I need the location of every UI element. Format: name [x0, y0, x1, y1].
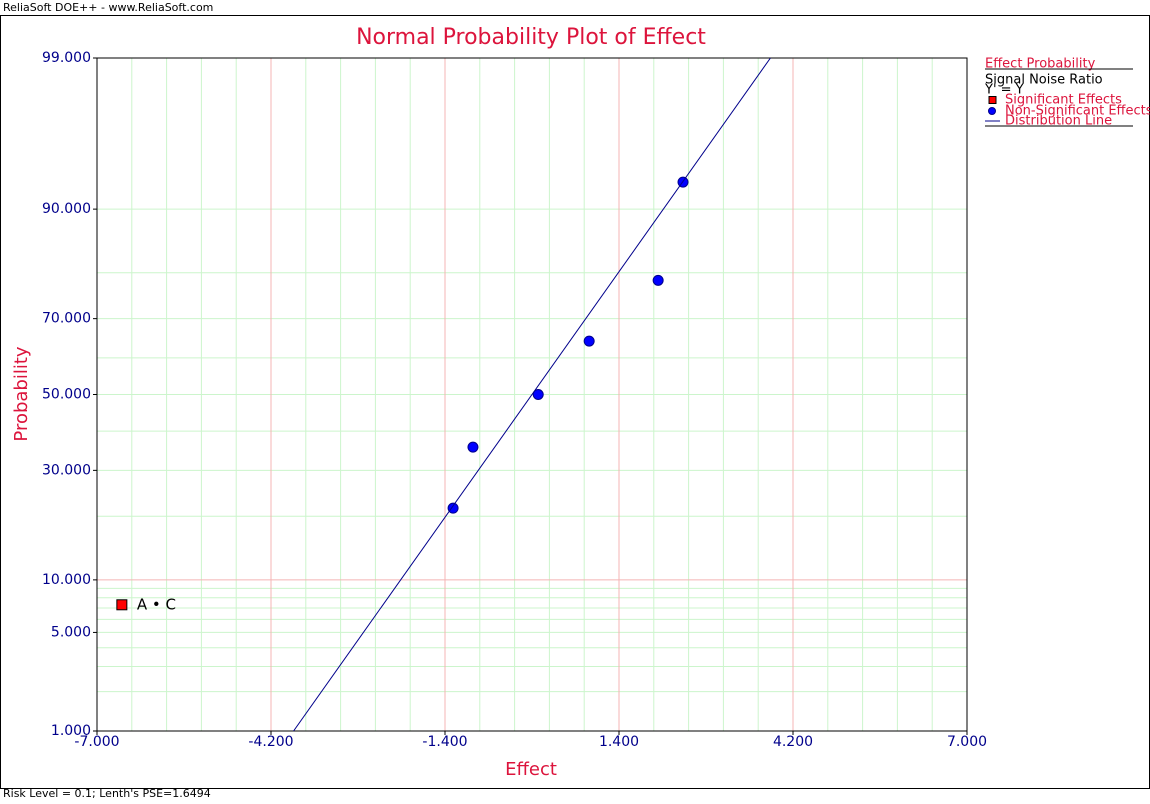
legend-swatch [988, 96, 997, 104]
y-tick-label: 30.000 [42, 462, 91, 478]
status-bar: Risk Level = 0.1; Lenth's PSE=1.6494 [3, 787, 211, 800]
y-tick-label: 1.000 [51, 723, 91, 739]
point [447, 502, 459, 514]
x-tick-label: -4.200 [248, 734, 293, 750]
app-header: ReliaSoft DOE++ - www.ReliaSoft.com [3, 1, 213, 14]
y-tick-label: 5.000 [51, 624, 91, 640]
x-tick-label: -7.000 [74, 734, 119, 750]
x-axis-label: Effect [505, 759, 557, 780]
y-tick-label: 90.000 [42, 201, 91, 217]
point [116, 599, 128, 611]
point [652, 274, 664, 286]
distribution-line [293, 58, 771, 731]
legend-subtitle: Signal Noise Ratio [985, 73, 1103, 88]
x-tick-label: 7.000 [947, 734, 987, 750]
y-tick-label: 10.000 [42, 572, 91, 588]
y-tick-label: 70.000 [42, 311, 91, 327]
y-tick-label: 99.000 [42, 50, 91, 66]
legend-note: Y' = Y [984, 83, 1024, 98]
point [583, 335, 595, 347]
legend-swatch [988, 107, 996, 115]
point-label: A • C [137, 595, 176, 613]
point [532, 389, 544, 400]
x-tick-label: -1.400 [422, 734, 467, 750]
legend-title: Effect Probability [985, 57, 1096, 72]
legend-label: Significant Effects [1005, 93, 1122, 108]
frame [0, 15, 1150, 789]
chart-title: Normal Probability Plot of Effect [356, 25, 706, 50]
y-tick-label: 50.000 [42, 387, 91, 403]
point [467, 441, 479, 453]
legend-label: Distribution Line [1005, 114, 1112, 129]
plot-area [96, 57, 968, 732]
x-tick-label: 1.400 [599, 734, 639, 750]
x-tick-label: 4.200 [773, 734, 813, 750]
legend-label: Non-Significant Effects [1005, 104, 1150, 119]
y-axis-label: Probability [11, 346, 32, 441]
